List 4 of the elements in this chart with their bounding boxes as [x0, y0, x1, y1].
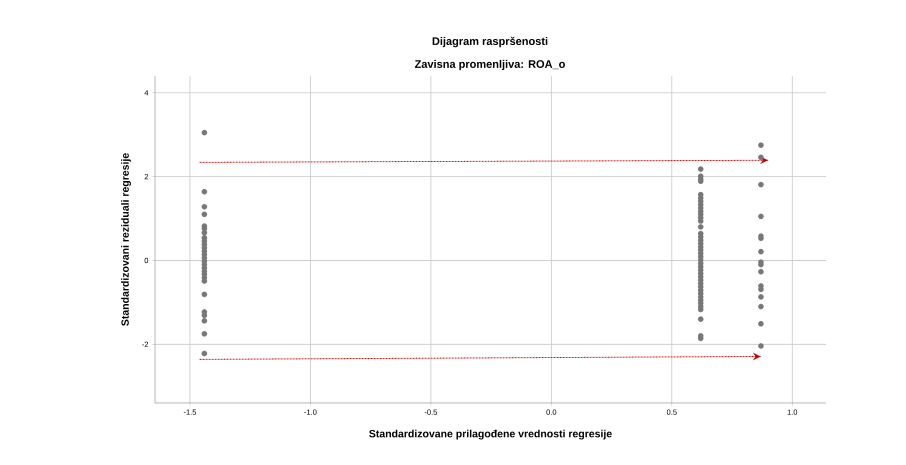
- x-axis-title: Standardizovane prilagođene vrednosti regresije: [369, 430, 612, 440]
- chart-subtitle: Zavisna promenljiva: ROA_o: [414, 60, 565, 70]
- chart-title: Dijagram raspršenosti: [432, 36, 548, 48]
- y-axis-title: Standardizovani reziduali regresije: [121, 153, 131, 326]
